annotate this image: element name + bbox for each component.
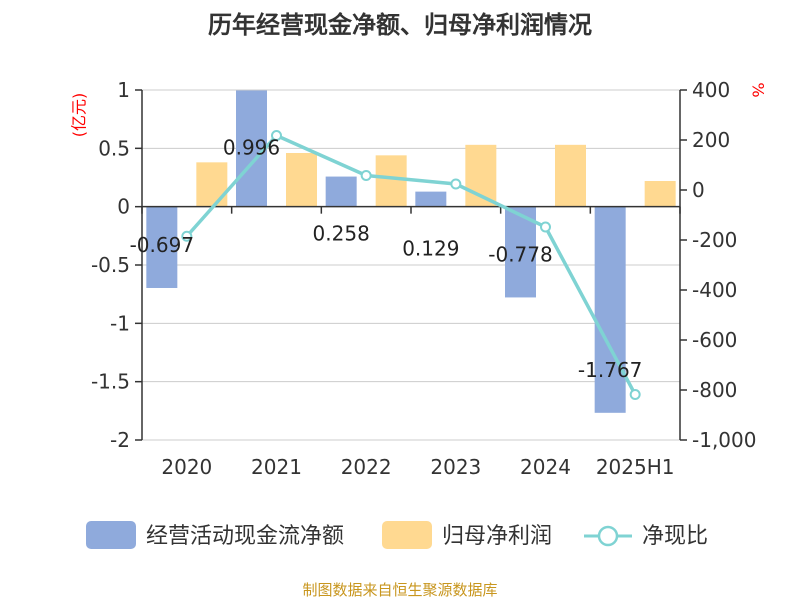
- bar-net-profit: [644, 181, 676, 207]
- bar-net-profit: [375, 155, 407, 207]
- bar-cashflow: [594, 206, 626, 413]
- right-axis-tick-label: -200: [692, 228, 737, 252]
- right-axis-tick-label: 200: [692, 128, 730, 152]
- ratio-line: [181, 130, 641, 400]
- bar-cashflow: [325, 176, 357, 207]
- ratio-line-path: [185, 133, 637, 396]
- left-axis-tick-label: 0: [117, 195, 130, 219]
- data-label-cashflow: -0.697: [130, 233, 194, 257]
- bar-cashflow: [415, 191, 447, 207]
- data-label-cashflow: -1.767: [578, 358, 642, 382]
- left-axis-tick-label: -1.5: [91, 370, 130, 394]
- data-label-cashflow: -0.778: [488, 242, 552, 266]
- legend: 经营活动现金流净额 归母净利润 净现比: [86, 521, 708, 549]
- left-axis-tick-label: 1: [117, 78, 130, 102]
- x-axis-tick-label: 2021: [251, 455, 302, 479]
- left-axis-tick-label: -2: [110, 428, 130, 452]
- right-axis-tick-label: -600: [692, 328, 737, 352]
- bar-net-profit: [286, 153, 317, 207]
- right-axis-tick-label: -1,000: [692, 428, 756, 452]
- left-axis-tick-label: -1: [110, 311, 130, 335]
- ratio-point: [181, 230, 193, 242]
- right-axis-unit: %: [749, 82, 768, 97]
- ratio-point: [360, 170, 372, 181]
- gridlines: [142, 89, 680, 441]
- bar-cashflow: [236, 90, 267, 207]
- ratio-point: [629, 389, 641, 400]
- left-axis-unit: (亿元): [70, 93, 89, 138]
- bar-net-profit: [196, 162, 228, 207]
- data-label-cashflow: 0.996: [223, 135, 280, 159]
- ratio-point: [450, 178, 462, 190]
- bar-cashflow: [146, 206, 178, 288]
- data-labels: -0.697 0.996 0.258 0.129 -0.778 -1.767: [130, 135, 643, 381]
- legend-swatch-cashflow: [86, 521, 136, 549]
- axes: 1 0.5 0 -0.5 -1 -1.5 -2 400 200 0 -200 -400 -600 -800…: [91, 78, 757, 479]
- chart-title: 历年经营现金净额、归母净利润情况: [208, 11, 592, 39]
- bars: [146, 90, 676, 413]
- legend-label-net-profit: 归母净利润: [442, 524, 552, 549]
- right-axis-tick-label: 400: [692, 78, 730, 102]
- legend-label-ratio: 净现比: [642, 524, 708, 549]
- legend-label-cashflow: 经营活动现金流净额: [146, 524, 344, 549]
- source-note: 制图数据来自恒生聚源数据库: [302, 581, 497, 599]
- left-axis-tick-label: 0.5: [98, 136, 130, 160]
- left-axis-tick-label: -0.5: [91, 253, 130, 277]
- x-axis-tick-label: 2020: [161, 455, 212, 479]
- right-axis-tick-label: -400: [692, 278, 737, 302]
- data-label-cashflow: 0.258: [313, 222, 370, 246]
- right-axis-tick-label: 0: [692, 178, 705, 202]
- legend-marker-ratio: [597, 525, 619, 547]
- bar-net-profit: [555, 144, 586, 207]
- data-label-cashflow: 0.129: [402, 237, 459, 261]
- ratio-point: [540, 221, 551, 233]
- x-axis-tick-label: 2024: [520, 455, 571, 479]
- x-axis-tick-label: 2022: [341, 455, 392, 479]
- legend-swatch-net-profit: [382, 521, 432, 549]
- ratio-point: [271, 130, 282, 141]
- x-axis-tick-label: 2025H1: [596, 455, 675, 479]
- x-axis-tick-label: 2023: [430, 455, 481, 479]
- right-axis-tick-label: -800: [692, 378, 737, 402]
